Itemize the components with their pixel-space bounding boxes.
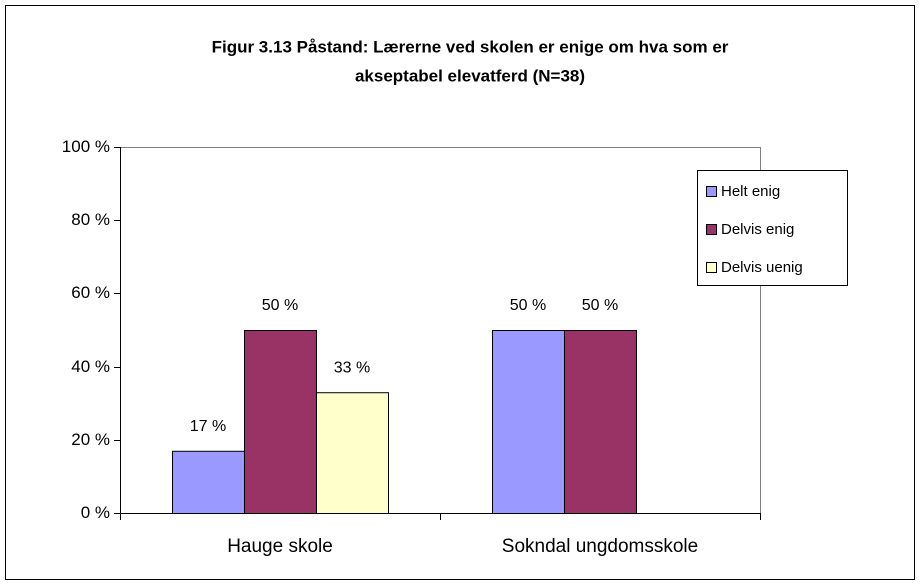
chart-title: akseptabel elevatferd (N=38) xyxy=(355,66,585,85)
legend-label: Delvis enig xyxy=(721,221,794,238)
legend-label: Helt enig xyxy=(721,183,780,200)
value-label: 50 % xyxy=(262,297,298,314)
legend-label: Delvis uenig xyxy=(721,259,803,276)
value-label: 17 % xyxy=(190,418,226,435)
chart-title: Figur 3.13 Påstand: Lærerne ved skolen e… xyxy=(212,37,729,56)
bar xyxy=(316,392,389,514)
x-tick-label: Hauge skole xyxy=(227,536,333,557)
bar xyxy=(244,330,317,514)
y-tick-label: 0 % xyxy=(81,503,110,522)
legend-swatch xyxy=(706,262,717,273)
bar xyxy=(492,330,565,514)
value-label: 50 % xyxy=(582,297,618,314)
y-tick-label: 40 % xyxy=(71,357,110,376)
legend-swatch xyxy=(706,186,717,197)
y-tick-label: 20 % xyxy=(71,430,110,449)
y-tick-label: 60 % xyxy=(71,283,110,302)
legend-box xyxy=(697,170,848,286)
value-label: 33 % xyxy=(334,359,370,376)
legend-swatch xyxy=(706,224,717,235)
y-tick-label: 80 % xyxy=(71,210,110,229)
x-tick-label: Sokndal ungdomsskole xyxy=(502,536,698,557)
bar xyxy=(172,450,245,514)
value-label: 50 % xyxy=(510,297,546,314)
y-tick-label: 100 % xyxy=(62,137,110,156)
bar xyxy=(564,330,637,514)
